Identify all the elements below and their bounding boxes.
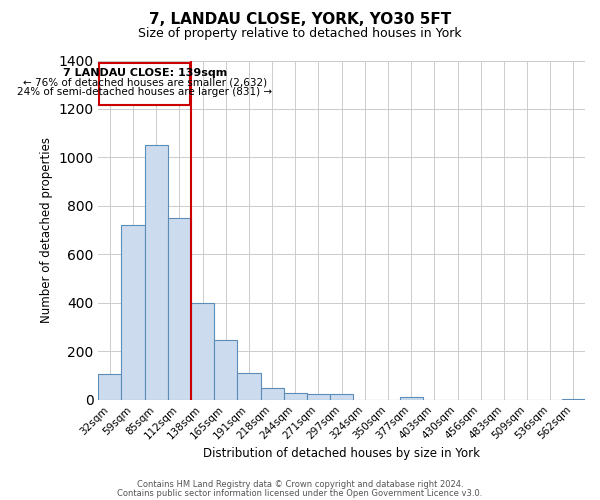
Text: ← 76% of detached houses are smaller (2,632): ← 76% of detached houses are smaller (2,… — [23, 78, 266, 88]
Text: Contains public sector information licensed under the Open Government Licence v3: Contains public sector information licen… — [118, 488, 482, 498]
Bar — [307, 394, 330, 400]
Bar — [238, 373, 260, 400]
Bar — [168, 218, 191, 400]
Text: Size of property relative to detached houses in York: Size of property relative to detached ho… — [138, 28, 462, 40]
Bar — [330, 394, 353, 400]
Y-axis label: Number of detached properties: Number of detached properties — [40, 137, 53, 323]
X-axis label: Distribution of detached houses by size in York: Distribution of detached houses by size … — [203, 447, 480, 460]
Text: Contains HM Land Registry data © Crown copyright and database right 2024.: Contains HM Land Registry data © Crown c… — [137, 480, 463, 489]
Text: 7, LANDAU CLOSE, YORK, YO30 5FT: 7, LANDAU CLOSE, YORK, YO30 5FT — [149, 12, 451, 28]
Text: 24% of semi-detached houses are larger (831) →: 24% of semi-detached houses are larger (… — [17, 87, 272, 97]
FancyBboxPatch shape — [100, 63, 190, 106]
Bar — [214, 340, 238, 400]
Bar — [121, 226, 145, 400]
Bar — [562, 398, 585, 400]
Bar — [98, 374, 121, 400]
Bar — [191, 303, 214, 400]
Bar — [260, 388, 284, 400]
Bar — [400, 398, 423, 400]
Bar — [145, 146, 168, 400]
Text: 7 LANDAU CLOSE: 139sqm: 7 LANDAU CLOSE: 139sqm — [62, 68, 227, 78]
Bar — [284, 393, 307, 400]
